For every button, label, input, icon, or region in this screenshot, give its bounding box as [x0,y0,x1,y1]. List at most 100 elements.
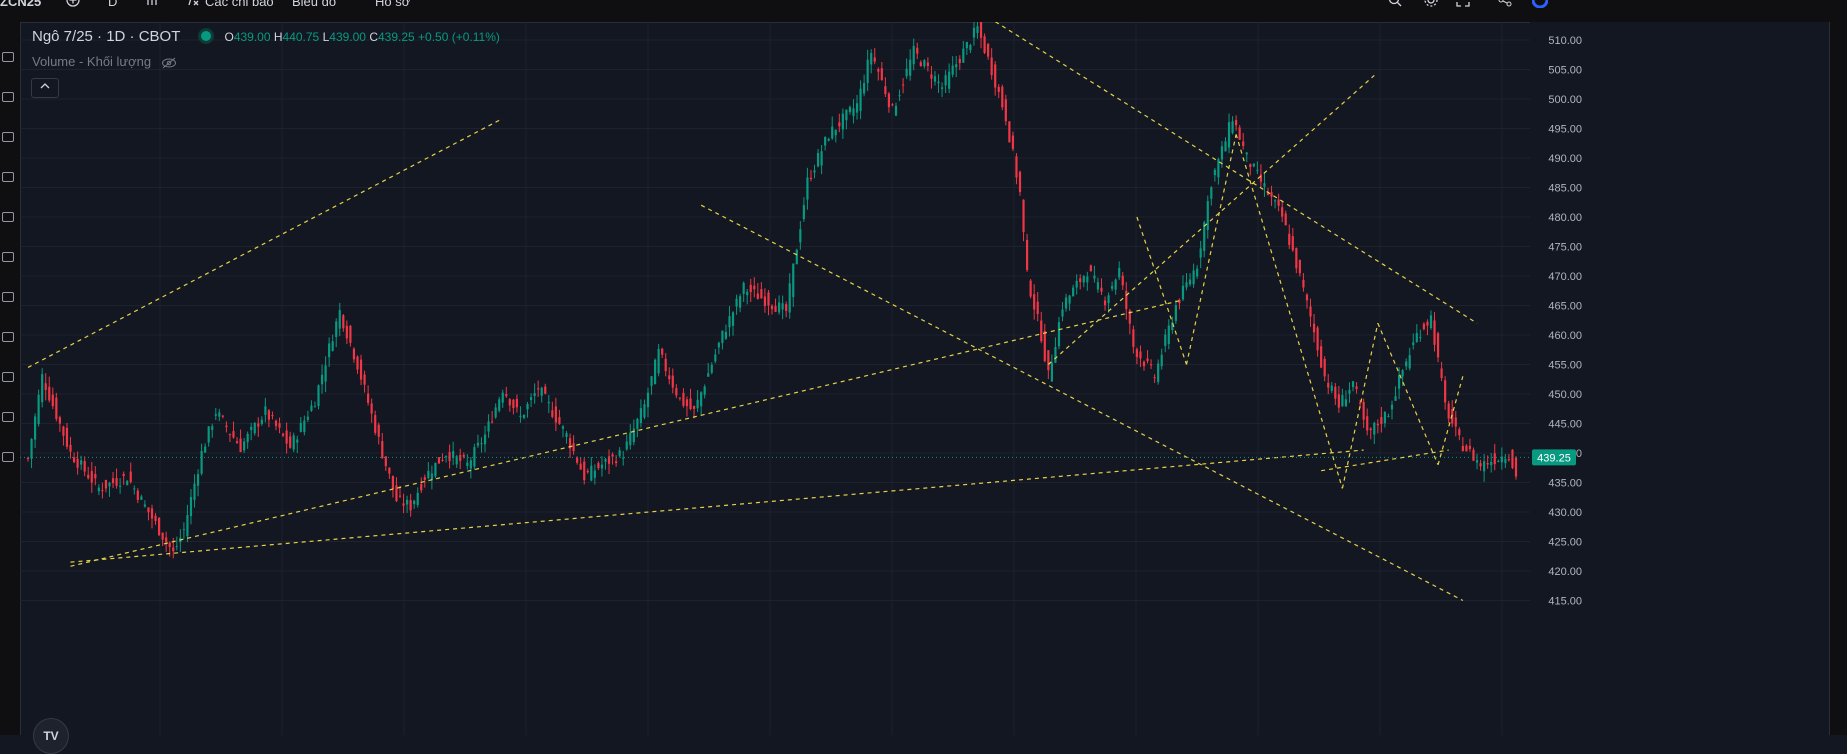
indicators-fx-icon[interactable] [186,0,200,10]
gear-icon[interactable] [1424,0,1438,10]
measure-tool-icon[interactable] [2,292,14,302]
candle [1050,354,1053,383]
trendline[interactable] [700,204,1464,602]
grid-lines [20,22,1530,735]
candle [1238,125,1241,140]
share-icon[interactable] [1498,0,1512,10]
candle [161,532,164,547]
candle [303,415,306,436]
candle [1181,275,1185,302]
y-tick-label: 425.00 [1548,537,1582,549]
trendline[interactable] [70,300,1180,567]
candle [1444,376,1447,410]
candle [342,314,345,332]
candle [271,411,274,420]
candle [430,465,433,490]
trendline[interactable] [70,449,1364,563]
account-icon[interactable] [1531,0,1549,11]
candle [83,456,86,477]
trendline[interactable] [1321,449,1449,472]
candle [48,376,51,403]
candle [1057,316,1061,350]
trendline[interactable] [1136,216,1188,365]
price-axis[interactable] [1530,22,1829,735]
candle [576,456,579,465]
candle [622,450,625,466]
candle [969,43,972,54]
candle [1316,325,1319,357]
candle [852,99,855,124]
candle [466,454,469,470]
candle [1111,281,1114,292]
candle [444,455,448,463]
candle [739,293,742,313]
symbol-title[interactable]: Ngô 7/25 · 1D · CBOT [32,28,181,45]
candle [1164,329,1167,353]
trendline-tool-icon[interactable] [2,92,14,102]
candle [352,347,356,363]
zoom-tool-icon[interactable] [2,332,14,342]
chart-type-button[interactable]: Biểu đồ [292,0,337,9]
text-tool-icon[interactable] [2,252,14,262]
y-tick-label: 500.00 [1548,94,1582,106]
candle [1125,282,1128,320]
trendline[interactable] [27,117,504,368]
candle [1036,292,1039,322]
trendline[interactable] [921,22,1478,324]
candle [87,466,90,480]
indicators-button[interactable]: Các chỉ báo [205,0,274,9]
fullscreen-icon[interactable] [1456,0,1470,10]
candle [593,464,596,485]
candle [863,74,866,97]
candle [1348,382,1351,403]
pattern-tool-icon[interactable] [2,172,14,182]
magnet-tool-icon[interactable] [2,372,14,382]
y-tick-label: 445.00 [1548,419,1582,431]
candle [1079,274,1082,290]
profile-button[interactable]: Hồ sơ [375,0,411,9]
candle [880,62,883,81]
candle [884,77,887,98]
search-icon[interactable] [1388,0,1402,10]
candle [122,471,125,485]
candle [692,405,696,419]
cursor-tool-icon[interactable] [2,52,14,62]
eye-tool-icon[interactable] [2,452,14,462]
price-chart[interactable]: 510.00 505.00 500.00 495.00 490.00 485.00 480.… [20,22,1829,735]
trendline[interactable] [1377,322,1439,466]
candle [1383,411,1387,428]
candle [933,71,937,86]
trendline[interactable] [1235,134,1343,489]
candle [1355,382,1358,394]
candle [427,462,430,480]
candle [51,387,54,410]
collapse-legend-button[interactable] [31,78,59,98]
candle [636,417,639,438]
candle [1256,161,1259,174]
candle [189,489,193,525]
candle [41,368,44,408]
candle [1408,347,1411,371]
trendline[interactable] [1047,74,1375,365]
fib-tool-icon[interactable] [2,132,14,142]
candle [629,424,632,450]
candle [108,481,111,497]
candle [434,462,437,479]
candle [607,449,611,475]
eye-hidden-icon[interactable] [161,57,177,69]
candle [926,57,929,72]
interval-button[interactable]: D [108,0,118,9]
symbol-label[interactable]: ZCN25 [0,0,42,9]
candle [281,432,285,438]
lock-tool-icon[interactable] [2,412,14,422]
candle [1305,293,1309,309]
candle [1422,322,1425,331]
indicators-icon[interactable] [146,0,160,10]
candle [72,452,76,464]
plus-circle-icon[interactable] [66,0,80,10]
volume-label[interactable]: Volume - Khối lượng [32,54,152,69]
trendlines[interactable] [27,22,1478,602]
trendline[interactable] [1185,134,1237,365]
candle [749,278,752,302]
brush-tool-icon[interactable] [2,212,14,222]
